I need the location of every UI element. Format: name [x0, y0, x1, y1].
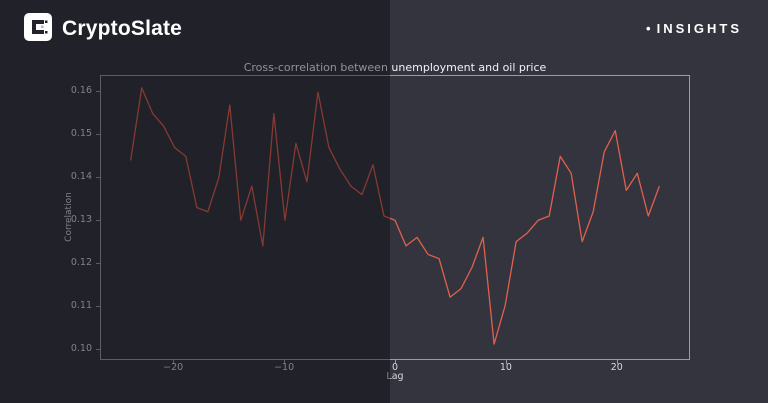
x-tick-mark — [616, 360, 618, 364]
x-tick-label: −20 — [163, 362, 184, 373]
y-tick-mark — [96, 263, 100, 265]
y-tick-label: 0.15 — [70, 128, 92, 140]
x-tick-mark — [173, 360, 175, 364]
cryptoslate-logo-icon — [24, 13, 52, 45]
y-tick-mark — [96, 306, 100, 308]
y-tick-mark — [96, 349, 100, 351]
y-tick-label: 0.11 — [70, 300, 92, 312]
x-tick-label: 0 — [391, 362, 399, 373]
line-chart-canvas — [130, 87, 660, 345]
chart-title: Cross-correlation between unemployment a… — [243, 61, 547, 74]
brand: CryptoSlate — [24, 13, 182, 45]
y-tick-mark — [96, 134, 100, 136]
bullet-icon: • — [646, 21, 651, 36]
header: CryptoSlate • INSIGHTS — [0, 0, 768, 56]
y-tick-label: 0.14 — [70, 171, 92, 183]
y-tick-label: 0.12 — [70, 257, 92, 269]
insights-text: INSIGHTS — [656, 21, 742, 36]
y-tick-mark — [96, 220, 100, 222]
x-tick-mark — [505, 360, 507, 364]
x-axis-label: Lag — [386, 371, 404, 382]
x-tick-mark — [395, 360, 396, 364]
y-tick-label: 0.13 — [70, 214, 92, 226]
brand-name: CryptoSlate — [62, 17, 183, 40]
x-tick-label: −10 — [274, 362, 295, 373]
line-series — [130, 87, 660, 345]
x-tick-mark — [284, 360, 286, 364]
y-tick-mark — [96, 177, 100, 179]
plot-area — [100, 75, 690, 360]
insights-label: • INSIGHTS — [646, 21, 742, 36]
x-tick-label: 10 — [499, 362, 512, 373]
y-tick-label: 0.10 — [70, 343, 92, 355]
y-tick-mark — [96, 91, 100, 93]
y-tick-label: 0.16 — [70, 85, 92, 97]
x-tick-label: 20 — [610, 362, 623, 373]
